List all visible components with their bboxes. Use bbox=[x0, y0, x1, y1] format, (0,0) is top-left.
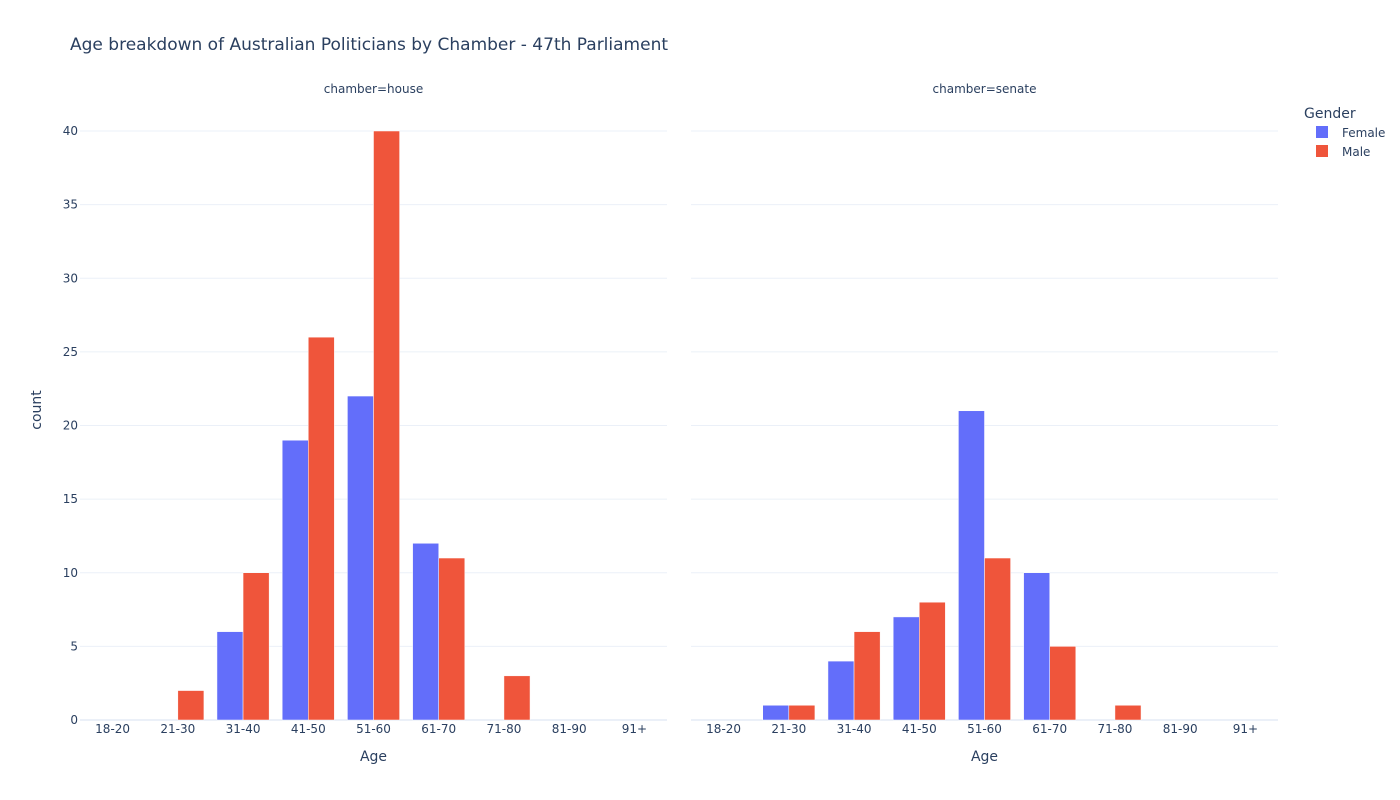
bar-female-41-50 bbox=[892, 616, 920, 721]
bar-female-41-50 bbox=[281, 439, 309, 721]
x-tick-label: 91+ bbox=[1233, 722, 1258, 736]
legend: Gender Female Male bbox=[1304, 106, 1385, 159]
bar-male-61-70 bbox=[438, 557, 466, 721]
x-tick-label: 31-40 bbox=[226, 722, 261, 736]
bar-male-41-50 bbox=[919, 601, 946, 721]
legend-item-female[interactable]: Female bbox=[1316, 126, 1385, 140]
x-tick-label: 31-40 bbox=[837, 722, 872, 736]
bar-female-61-70 bbox=[1023, 572, 1050, 721]
bar-male-31-40 bbox=[242, 572, 270, 721]
bar-male-51-60 bbox=[373, 130, 400, 721]
panel-1: chamber=senate 18-20 21-30 31-40 41-50 51-60 6… bbox=[691, 82, 1278, 765]
x-tick-label: 81-90 bbox=[552, 722, 587, 736]
x-axis-title-1: Age bbox=[971, 749, 998, 765]
y-tick-label: 0 bbox=[70, 713, 78, 727]
y-tick-label: 15 bbox=[63, 492, 78, 506]
y-tick-label: 30 bbox=[63, 271, 78, 285]
x-tick-label: 21-30 bbox=[160, 722, 195, 736]
bar-female-51-60 bbox=[347, 395, 374, 721]
bar-male-31-40 bbox=[853, 631, 881, 721]
y-tick-label: 25 bbox=[63, 345, 78, 359]
bar-male-71-80 bbox=[503, 675, 531, 721]
y-tick-label: 35 bbox=[63, 198, 78, 212]
bar-female-61-70 bbox=[412, 543, 439, 721]
x-tick-label: 71-80 bbox=[487, 722, 522, 736]
bar-male-51-60 bbox=[984, 557, 1011, 721]
bar-male-71-80 bbox=[1114, 705, 1142, 721]
facet-label-0: chamber=house bbox=[324, 82, 423, 96]
x-tick-label: 91+ bbox=[622, 722, 647, 736]
x-tick-label: 21-30 bbox=[771, 722, 806, 736]
bar-male-21-30 bbox=[177, 690, 205, 721]
x-tick-label: 81-90 bbox=[1163, 722, 1198, 736]
x-axis-title-0: Age bbox=[360, 749, 387, 765]
legend-label-female: Female bbox=[1342, 126, 1385, 140]
x-tick-label: 61-70 bbox=[421, 722, 456, 736]
y-axis-title: count bbox=[29, 390, 45, 430]
x-tick-label: 51-60 bbox=[967, 722, 1002, 736]
legend-item-male[interactable]: Male bbox=[1316, 145, 1370, 159]
legend-swatch-female bbox=[1316, 126, 1328, 138]
x-tick-label: 18-20 bbox=[95, 722, 130, 736]
legend-title: Gender bbox=[1304, 106, 1356, 122]
x-tick-label: 71-80 bbox=[1098, 722, 1133, 736]
y-tick-label: 40 bbox=[63, 124, 78, 138]
panel-0: chamber=house 0 5 10 15 20 25 30 35 40 18-20 21-30 3… bbox=[63, 82, 667, 765]
y-tick-label: 5 bbox=[70, 639, 78, 653]
y-tick-label: 20 bbox=[63, 419, 78, 433]
x-tick-label: 51-60 bbox=[356, 722, 391, 736]
x-tick-label: 41-50 bbox=[902, 722, 937, 736]
bar-female-51-60 bbox=[958, 410, 985, 721]
y-tick-label: 10 bbox=[63, 566, 78, 580]
bar-male-21-30 bbox=[788, 705, 816, 721]
bar-male-61-70 bbox=[1049, 646, 1077, 721]
facet-label-1: chamber=senate bbox=[933, 82, 1037, 96]
plot-layer: chamber=house 0 5 10 15 20 25 30 35 40 18-20 21-30 3… bbox=[63, 82, 1278, 765]
chart-title: Age breakdown of Australian Politicians … bbox=[70, 35, 668, 55]
bar-female-31-40 bbox=[216, 631, 244, 721]
x-tick-label: 41-50 bbox=[291, 722, 326, 736]
legend-label-male: Male bbox=[1342, 145, 1370, 159]
legend-swatch-male bbox=[1316, 145, 1328, 157]
bar-female-31-40 bbox=[827, 660, 855, 721]
x-tick-label: 18-20 bbox=[706, 722, 741, 736]
bar-female-21-30 bbox=[762, 705, 790, 721]
bar-male-41-50 bbox=[308, 336, 335, 721]
x-tick-label: 61-70 bbox=[1032, 722, 1067, 736]
